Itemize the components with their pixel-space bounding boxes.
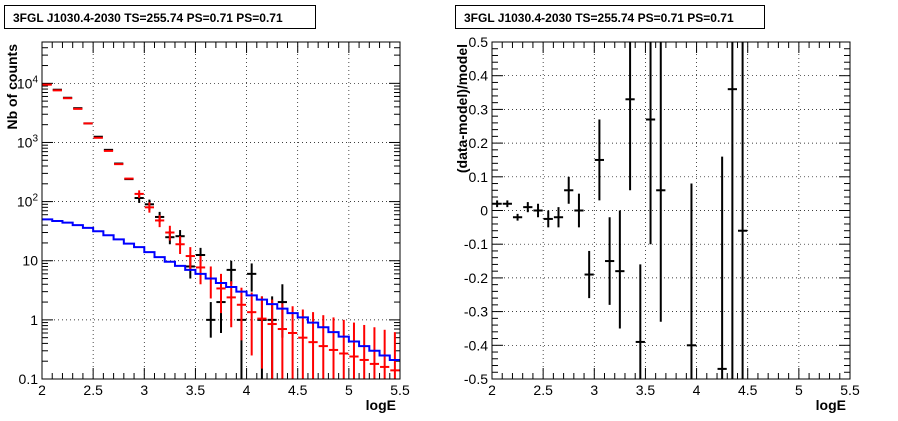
model-point — [195, 256, 206, 285]
counts-panel: 2 2.5 3 3.5 4 4.5 5 5.5 0.1 1 10 102 103 104 logE Nb of… — [4, 5, 410, 413]
data-point — [584, 250, 594, 299]
data-point — [247, 263, 257, 292]
data-point — [686, 183, 697, 379]
model-point — [287, 306, 298, 379]
y-tick-label: 10 — [22, 253, 38, 269]
model-point — [206, 266, 216, 299]
model-point — [134, 190, 144, 199]
x-tick-label: 5.5 — [390, 382, 410, 398]
data-point — [605, 217, 615, 305]
y-axis-label: (data-model)/model — [454, 44, 470, 173]
y-tick-label: 0 — [480, 203, 488, 219]
x-tick-label: 4 — [693, 382, 701, 398]
x-tick-label: 2.5 — [83, 382, 103, 398]
model-point — [298, 309, 308, 379]
model-point — [165, 225, 175, 241]
x-tick-label: 2 — [488, 382, 496, 398]
model-point — [155, 215, 165, 228]
data-point — [512, 213, 523, 221]
model-point — [216, 273, 226, 314]
x-tick-label: 3.5 — [186, 382, 206, 398]
y-tick-label: -0.1 — [464, 236, 488, 252]
model-point — [185, 247, 195, 270]
x-tick-label: 3.5 — [636, 382, 656, 398]
y-axis-label: Nb of counts — [4, 44, 20, 130]
model-point — [328, 317, 339, 379]
x-tick-label: 5 — [345, 382, 353, 398]
data-point — [635, 264, 645, 379]
plot-frame — [491, 41, 851, 380]
data-point — [533, 203, 543, 218]
y-tick-label: -0.5 — [464, 371, 488, 387]
counts-title: 3FGL J1030.4-2030 TS=255.74 PS=0.71 PS=0… — [4, 5, 316, 29]
y-tick-label: 1 — [30, 312, 38, 328]
data-point — [625, 42, 635, 191]
model-point — [318, 315, 328, 379]
data-point — [543, 210, 553, 228]
x-tick-label: 5 — [795, 382, 803, 398]
data-point — [737, 42, 748, 379]
model-point — [277, 303, 287, 379]
data-point — [226, 260, 236, 285]
data-point — [717, 156, 727, 379]
x-tick-label: 3 — [140, 382, 148, 398]
data-point — [502, 200, 512, 208]
y-tick-label: 0.1 — [19, 371, 39, 387]
y-tick-label: -0.4 — [464, 337, 488, 353]
model-point — [267, 299, 277, 379]
y-tick-label: 103 — [17, 133, 39, 150]
model-point — [359, 324, 369, 379]
model-curve — [42, 218, 400, 361]
residuals-title: 3FGL J1030.4-2030 TS=255.74 PS=0.71 PS=0… — [455, 5, 765, 29]
data-point — [574, 193, 584, 228]
counts-plot: 2 2.5 3 3.5 4 4.5 5 5.5 0.1 1 10 102 103 104 logE Nb of… — [4, 41, 410, 413]
x-tick-label: 2 — [38, 382, 46, 398]
residuals-panel: 2 2.5 3 3.5 4 4.5 5 5.5 -0.5 -0.4 -0.3 -0.2 -0.1 0 0.1… — [449, 0, 898, 421]
model-point — [247, 292, 257, 356]
x-tick-label: 5.5 — [840, 382, 860, 398]
model-point — [339, 319, 349, 379]
y-tick-label: 102 — [17, 193, 39, 210]
data-point — [645, 42, 656, 245]
data-point — [594, 119, 605, 201]
model-point — [226, 281, 236, 328]
model-point — [390, 332, 400, 379]
data-point — [206, 302, 216, 338]
y-tick-label: 0.2 — [469, 135, 489, 151]
data-point — [615, 210, 625, 329]
model-point — [257, 296, 267, 369]
y-tick-label: -0.2 — [464, 270, 488, 286]
model-point — [175, 236, 185, 254]
y-tick-label: 0.3 — [469, 101, 489, 117]
y-tick-label: 0.1 — [469, 169, 489, 185]
x-axis-label: logE — [816, 397, 846, 413]
x-axis-label: logE — [366, 397, 396, 413]
model-point — [144, 202, 155, 213]
model-point — [349, 322, 359, 379]
data-point — [553, 207, 564, 228]
data-point — [727, 42, 737, 379]
y-tick-label: 104 — [17, 74, 39, 91]
residuals-plot: 2 2.5 3 3.5 4 4.5 5 5.5 -0.5 -0.4 -0.3 -0.2 -0.1 0 0.1… — [454, 34, 860, 413]
model-point — [380, 329, 390, 379]
x-tick-label: 4.5 — [738, 382, 758, 398]
y-tick-label: -0.3 — [464, 304, 488, 320]
data-point — [492, 200, 502, 208]
y-tick-label: 0.4 — [469, 68, 489, 84]
data-point — [656, 42, 666, 322]
model-point — [236, 287, 247, 341]
y-tick-label: 0.5 — [469, 34, 489, 50]
model-point — [369, 327, 380, 379]
data-point — [564, 176, 574, 204]
plot-frame — [41, 41, 401, 380]
x-tick-label: 4 — [243, 382, 251, 398]
x-tick-label: 4.5 — [288, 382, 308, 398]
x-tick-label: 2.5 — [533, 382, 553, 398]
x-tick-label: 3 — [590, 382, 598, 398]
data-point — [523, 202, 533, 213]
